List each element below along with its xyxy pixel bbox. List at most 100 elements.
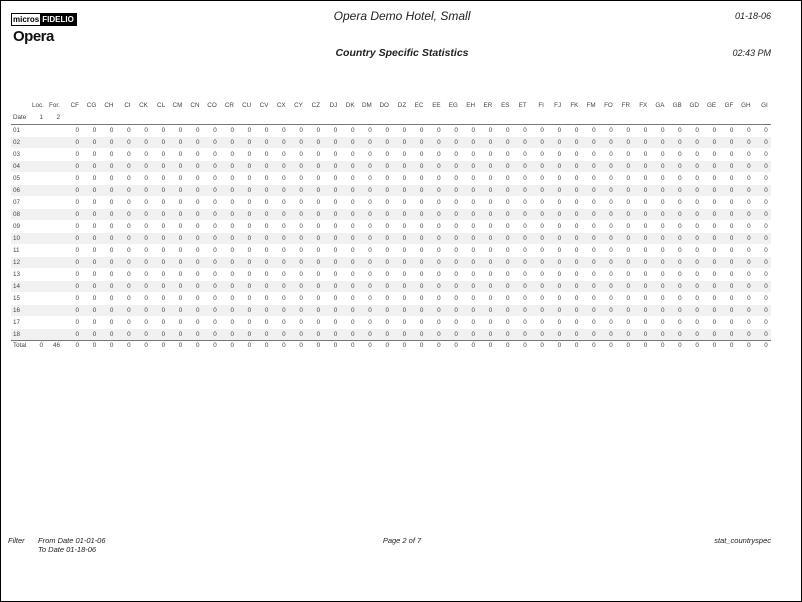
row-value-CG: 0 xyxy=(92,175,97,182)
row-value-FJ: 0 xyxy=(557,139,562,146)
row-value-CY: 0 xyxy=(299,307,303,314)
row-value-FM: 0 xyxy=(592,127,596,134)
row-value-CN: 0 xyxy=(196,271,200,278)
row-value-CN: 0 xyxy=(196,331,200,338)
row-value-ES: 0 xyxy=(505,259,510,266)
row-value-DZ: 0 xyxy=(402,127,407,134)
row-value-CK: 0 xyxy=(144,235,148,242)
row-value-FM: 0 xyxy=(592,331,596,338)
row-value-ER: 0 xyxy=(488,319,493,326)
row-value-DO: 0 xyxy=(385,295,389,302)
row-value-GH: 0 xyxy=(747,259,751,266)
row-value-CR: 0 xyxy=(230,342,234,349)
row-value-GF: 0 xyxy=(729,331,734,338)
row-value-CK: 0 xyxy=(144,342,148,349)
row-value-GB: 0 xyxy=(678,139,682,146)
row-value-EE: 0 xyxy=(437,247,441,254)
hotel-name: Opera Demo Hotel, Small xyxy=(333,9,471,23)
report-title: Country Specific Statistics xyxy=(335,47,469,59)
row-value-DZ: 0 xyxy=(402,199,407,206)
row-value-CZ: 0 xyxy=(316,163,321,170)
row-value-CO: 0 xyxy=(213,247,217,254)
row-value-ER: 0 xyxy=(488,163,493,170)
row-value-DO: 0 xyxy=(385,247,389,254)
row-value-DM: 0 xyxy=(368,319,372,326)
row-value-GI: 0 xyxy=(764,283,768,290)
for-header: For. xyxy=(49,102,60,109)
row-value-EC: 0 xyxy=(419,283,424,290)
row-value-FJ: 0 xyxy=(557,163,562,170)
row-value-ES: 0 xyxy=(505,235,510,242)
row-value-GD: 0 xyxy=(695,331,699,338)
row-value-FK: 0 xyxy=(574,283,579,290)
row-value-CM: 0 xyxy=(178,259,183,266)
row-value-FR: 0 xyxy=(626,247,631,254)
row-value-CO: 0 xyxy=(213,175,217,182)
row-value-EC: 0 xyxy=(419,223,424,230)
row-value-GB: 0 xyxy=(678,271,682,278)
row-value-GD: 0 xyxy=(695,283,699,290)
row-date: 10 xyxy=(13,235,21,242)
row-value-GD: 0 xyxy=(695,247,699,254)
row-value-CZ: 0 xyxy=(316,211,321,218)
row-value-CV: 0 xyxy=(264,223,269,230)
row-value-CX: 0 xyxy=(282,127,286,134)
row-value-CI: 0 xyxy=(127,187,131,194)
row-value-CR: 0 xyxy=(230,211,234,218)
row-value-GD: 0 xyxy=(695,319,699,326)
row-value-CY: 0 xyxy=(299,319,303,326)
row-value-CK: 0 xyxy=(144,187,148,194)
row-value-EE: 0 xyxy=(437,283,441,290)
loc-subheader: 1 xyxy=(39,114,43,121)
row-value-CF: 0 xyxy=(75,259,79,266)
row-value-CU: 0 xyxy=(247,175,252,182)
row-value-FO: 0 xyxy=(609,139,613,146)
row-value-ER: 0 xyxy=(488,151,493,158)
row-value-DM: 0 xyxy=(368,307,372,314)
country-header-FX: FX xyxy=(639,102,648,109)
row-value-DO: 0 xyxy=(385,235,389,242)
row-value-FJ: 0 xyxy=(557,235,562,242)
row-value-GH: 0 xyxy=(747,187,751,194)
row-value-EC: 0 xyxy=(419,271,424,278)
row-value-ER: 0 xyxy=(488,223,493,230)
row-value-GI: 0 xyxy=(764,211,768,218)
row-value-FK: 0 xyxy=(574,139,579,146)
row-value-EC: 0 xyxy=(419,139,424,146)
row-value-FR: 0 xyxy=(626,283,631,290)
row-date: 09 xyxy=(13,223,21,230)
row-value-CF: 0 xyxy=(75,307,79,314)
row-value-CM: 0 xyxy=(178,283,183,290)
row-value-GD: 0 xyxy=(695,127,699,134)
country-header-GD: GD xyxy=(689,102,699,109)
row-value-CY: 0 xyxy=(299,271,303,278)
row-date: 01 xyxy=(13,127,21,134)
row-value-EG: 0 xyxy=(454,295,458,302)
row-value-CM: 0 xyxy=(178,139,183,146)
row-value-ER: 0 xyxy=(488,235,493,242)
country-header-FR: FR xyxy=(621,102,631,109)
row-value-EE: 0 xyxy=(437,307,441,314)
row-value-FK: 0 xyxy=(574,271,579,278)
row-value-CK: 0 xyxy=(144,199,148,206)
row-value-CX: 0 xyxy=(282,211,286,218)
row-value-EG: 0 xyxy=(454,199,458,206)
row-value-GI: 0 xyxy=(764,319,768,326)
row-value-CN: 0 xyxy=(196,342,200,349)
row-value-FI: 0 xyxy=(540,223,544,230)
row-value-GD: 0 xyxy=(695,223,699,230)
row-value-CG: 0 xyxy=(92,127,97,134)
country-header-CG: CG xyxy=(86,102,97,109)
row-value-FI: 0 xyxy=(540,271,544,278)
row-value-DJ: 0 xyxy=(333,247,338,254)
row-value-EE: 0 xyxy=(437,235,441,242)
row-value-DO: 0 xyxy=(385,187,389,194)
row-shade xyxy=(11,257,771,268)
row-value-CX: 0 xyxy=(282,331,286,338)
row-date: 15 xyxy=(13,295,21,302)
country-header-FI: FI xyxy=(538,102,544,109)
row-value-ET: 0 xyxy=(523,127,527,134)
row-value-EE: 0 xyxy=(437,187,441,194)
row-value-EG: 0 xyxy=(454,235,458,242)
row-value-FR: 0 xyxy=(626,199,631,206)
